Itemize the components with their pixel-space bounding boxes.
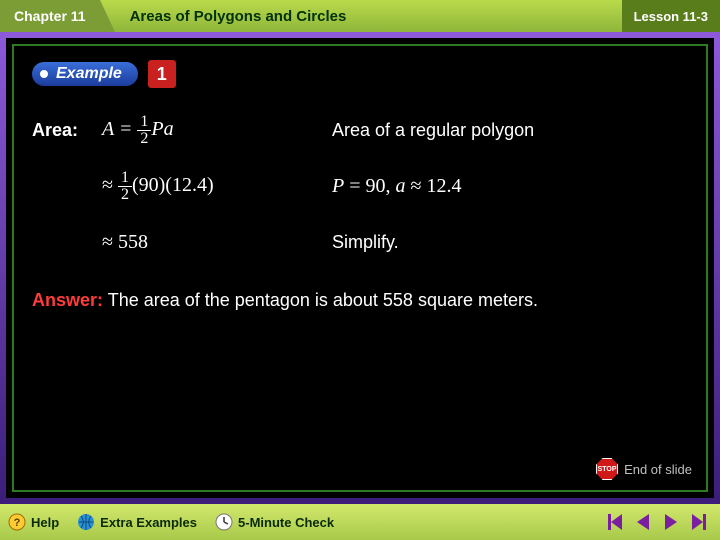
stop-icon: STOP [596, 458, 618, 480]
clock-icon [215, 513, 233, 531]
end-of-slide: STOP End of slide [596, 458, 692, 480]
work-row: ≈ 12(90)(12.4) P = 90, a ≈ 12.4 [32, 158, 688, 214]
example-label: Example [32, 62, 138, 86]
next-icon [665, 514, 677, 530]
example-number: 1 [148, 60, 176, 88]
first-icon [608, 514, 622, 530]
work-row: Area: A = 12Pa Area of a regular polygon [32, 102, 688, 158]
nav-first-button[interactable] [602, 511, 628, 533]
help-button[interactable]: ? Help [8, 513, 59, 531]
answer-block: Answer: The area of the pentagon is abou… [32, 288, 688, 313]
last-icon [692, 514, 706, 530]
explanation: P = 90, a ≈ 12.4 [332, 175, 688, 198]
nav-next-button[interactable] [658, 511, 684, 533]
expression: A = 12Pa [102, 114, 332, 147]
end-of-slide-label: End of slide [624, 462, 692, 477]
footer-bar: ? Help Extra Examples 5-Minute Check [0, 504, 720, 540]
nav-arrows [602, 511, 712, 533]
globe-icon [77, 513, 95, 531]
help-label: Help [31, 515, 59, 530]
example-badge: Example 1 [32, 60, 176, 88]
nav-last-button[interactable] [686, 511, 712, 533]
svg-text:?: ? [14, 517, 21, 529]
prev-icon [637, 514, 649, 530]
worked-steps: Area: A = 12Pa Area of a regular polygon… [32, 102, 688, 270]
extra-examples-button[interactable]: Extra Examples [77, 513, 197, 531]
expression: ≈ 12(90)(12.4) [102, 170, 332, 203]
lesson-tab: Lesson 11-3 [622, 0, 720, 32]
content-area: Example 1 Area: A = 12Pa Area of a regul… [12, 44, 708, 492]
expression: ≈ 558 [102, 231, 332, 254]
header-bar: Chapter 11 Areas of Polygons and Circles… [0, 0, 720, 32]
explanation: Area of a regular polygon [332, 120, 688, 141]
answer-keyword: Answer: [32, 290, 103, 310]
work-row: ≈ 558 Simplify. [32, 214, 688, 270]
five-minute-check-label: 5-Minute Check [238, 515, 334, 530]
chapter-tab: Chapter 11 [0, 0, 100, 32]
help-icon: ? [8, 513, 26, 531]
answer-text: The area of the pentagon is about 558 sq… [108, 290, 538, 310]
explanation: Simplify. [332, 232, 688, 253]
content-frame: Example 1 Area: A = 12Pa Area of a regul… [0, 32, 720, 504]
five-minute-check-button[interactable]: 5-Minute Check [215, 513, 334, 531]
page-title: Areas of Polygons and Circles [100, 0, 622, 32]
area-label: Area: [32, 120, 102, 141]
extra-examples-label: Extra Examples [100, 515, 197, 530]
nav-prev-button[interactable] [630, 511, 656, 533]
